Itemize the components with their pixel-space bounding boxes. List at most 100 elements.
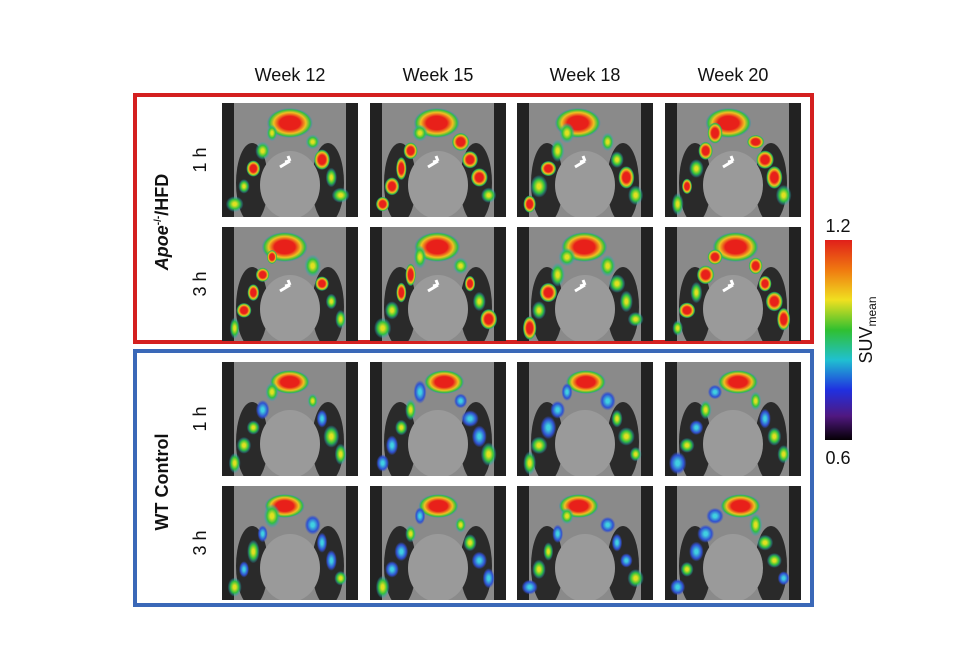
ct-panel	[665, 227, 801, 341]
uptake	[532, 559, 546, 580]
uptake	[689, 420, 704, 436]
ct-panel	[222, 227, 358, 341]
uptake	[759, 408, 771, 429]
ct-edge	[641, 486, 653, 600]
ct-edge	[222, 227, 234, 341]
uptake	[746, 134, 765, 149]
uptake	[418, 494, 459, 518]
heart	[260, 151, 320, 217]
lung	[236, 143, 268, 217]
heart	[703, 275, 763, 341]
uptake	[471, 551, 488, 570]
arrow	[574, 279, 587, 293]
uptake	[611, 409, 623, 428]
uptake	[463, 534, 477, 552]
uptake	[375, 196, 390, 212]
uptake	[628, 185, 644, 205]
uptake	[765, 291, 783, 312]
ct-edge	[222, 103, 234, 217]
heart	[703, 151, 763, 217]
uptake	[619, 290, 633, 313]
uptake	[265, 382, 279, 402]
uptake	[707, 249, 723, 265]
uptake	[480, 442, 497, 467]
ct-edge	[370, 362, 382, 476]
uptake	[405, 525, 417, 543]
uptake	[472, 291, 486, 312]
ct-edge	[665, 486, 677, 600]
uptake	[424, 370, 465, 394]
uptake	[385, 435, 399, 456]
uptake	[599, 516, 616, 533]
uptake	[413, 245, 427, 269]
ct-edge	[370, 227, 382, 341]
uptake	[756, 534, 774, 551]
uptake	[766, 165, 783, 189]
uptake	[228, 452, 241, 474]
ct-panel	[517, 227, 653, 341]
uptake	[599, 391, 616, 411]
uptake	[668, 451, 687, 475]
lung	[679, 526, 711, 600]
uptake	[550, 262, 565, 287]
ct-edge	[641, 227, 653, 341]
uptake	[559, 122, 575, 144]
uptake	[229, 317, 240, 339]
uptake	[552, 524, 564, 544]
ct-edge	[665, 227, 677, 341]
ct-edge	[641, 362, 653, 476]
colorbar-max: 1.2	[825, 216, 850, 236]
colorbar	[825, 240, 852, 440]
ct-edge	[370, 486, 382, 600]
ct-edge	[789, 362, 801, 476]
uptake	[304, 254, 321, 278]
uptake	[481, 187, 497, 203]
uptake	[679, 437, 695, 453]
uptake	[601, 132, 614, 152]
uptake	[748, 257, 763, 275]
uptake	[269, 370, 310, 394]
heart	[260, 410, 320, 476]
uptake	[461, 410, 479, 428]
column-header: Week 15	[403, 65, 474, 85]
ct-edge	[222, 362, 234, 476]
heart	[703, 534, 763, 600]
ct-edge	[494, 103, 506, 217]
uptake	[325, 293, 337, 310]
uptake	[375, 575, 390, 599]
uptake	[257, 525, 268, 543]
lung	[384, 526, 416, 600]
uptake	[689, 541, 704, 562]
ct-edge	[665, 362, 677, 476]
uptake	[777, 571, 790, 586]
group-label: WT Control	[152, 434, 172, 531]
uptake	[775, 184, 792, 206]
uptake	[611, 533, 623, 552]
uptake	[608, 274, 626, 293]
lung	[236, 402, 268, 476]
uptake	[304, 515, 321, 535]
uptake	[335, 309, 347, 329]
uptake	[246, 420, 260, 435]
ct-edge	[346, 103, 358, 217]
lung	[384, 267, 416, 341]
arrow	[722, 155, 735, 169]
uptake	[334, 443, 347, 465]
colorbar-min: 0.6	[825, 448, 850, 468]
uptake	[565, 370, 606, 394]
uptake	[325, 167, 337, 188]
uptake	[672, 320, 684, 336]
row-label: 3 h	[190, 530, 210, 555]
ct-edge	[517, 362, 529, 476]
uptake	[385, 561, 399, 578]
uptake	[451, 132, 470, 152]
uptake	[712, 232, 759, 262]
ct-edge	[517, 103, 529, 217]
arrow	[279, 155, 292, 169]
uptake	[405, 399, 417, 421]
arrow	[427, 279, 440, 293]
heart	[260, 534, 320, 600]
uptake	[522, 316, 537, 341]
uptake	[720, 494, 761, 518]
lung	[679, 143, 711, 217]
